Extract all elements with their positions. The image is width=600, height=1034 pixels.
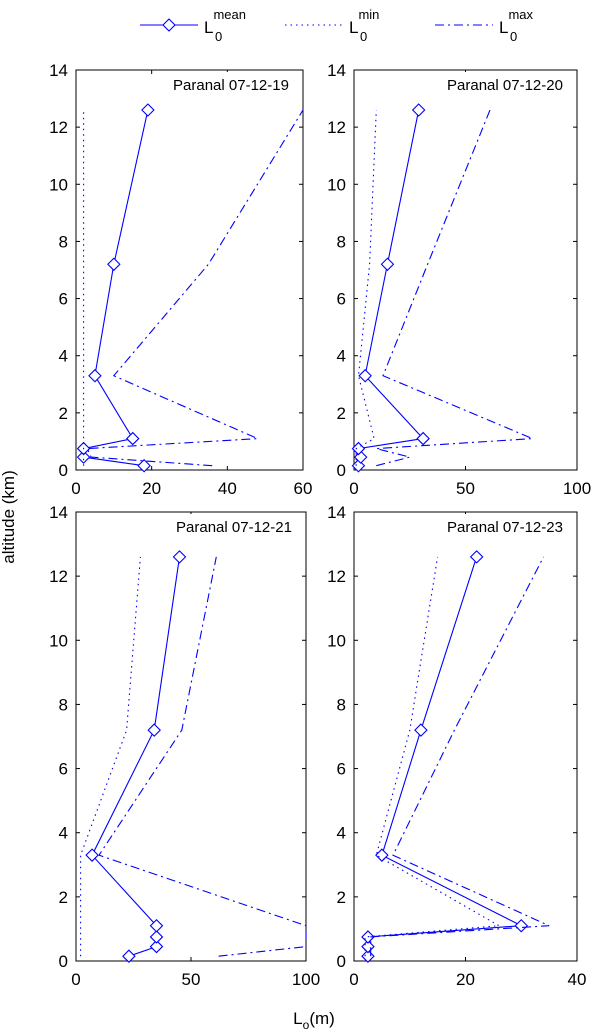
x-tick-label: 0 [71, 970, 80, 989]
y-tick-label: 0 [337, 461, 346, 480]
data-point-diamond [416, 431, 430, 446]
y-tick-label: 4 [337, 347, 346, 366]
data-point-diamond [76, 450, 91, 464]
y-tick-label: 10 [49, 175, 68, 194]
x-tick-label: 60 [294, 479, 313, 498]
plot-frame [75, 69, 304, 471]
y-tick-label: 6 [59, 760, 68, 779]
data-point-diamond [149, 918, 164, 933]
x-tick-label: 20 [142, 479, 161, 498]
panel-title: Paranal 07-12-21 [176, 519, 292, 536]
y-tick-label: 8 [59, 695, 68, 714]
x-tick-label: 20 [456, 970, 475, 989]
data-point-diamond [125, 431, 140, 446]
data-point-diamond [137, 458, 151, 473]
data-point-diamond [149, 930, 164, 944]
panel-title-bg [435, 514, 575, 538]
panel-2: 0 2 4 6 8 10 12 14 0 50 100 Paranal 07-12-20 [327, 61, 591, 498]
x-tick-label: 0 [349, 970, 358, 989]
data-point-diamond [107, 257, 121, 272]
data-point-diamond [122, 949, 136, 963]
y-tick-label: 6 [337, 290, 346, 309]
legend: Lmean 0 Lmin 0 Lmax 0 [130, 6, 534, 46]
data-point-diamond [147, 723, 161, 737]
x-tick-label: 0 [71, 479, 80, 498]
data-point-diamond [380, 257, 395, 272]
legend-diamond [162, 18, 176, 32]
y-tick-label: 0 [59, 461, 68, 480]
x-tick-label: 0 [349, 479, 358, 498]
series-line-max [86, 109, 304, 467]
panel-title: Paranal 07-12-19 [173, 77, 289, 94]
data-point-diamond [149, 939, 164, 954]
x-tick-label: 100 [292, 970, 320, 989]
data-point-diamond [411, 103, 426, 117]
series-line-max [370, 556, 550, 957]
y-tick-label: 14 [49, 61, 68, 80]
y-tick-label: 14 [327, 503, 346, 522]
plot-frame [75, 511, 307, 962]
data-point-diamond [514, 918, 529, 933]
y-tick-label: 2 [59, 888, 68, 907]
y-tick-label: 4 [59, 824, 68, 843]
plot-frame [353, 511, 578, 962]
series-line-max [376, 109, 533, 467]
x-axis-label-main: L [293, 1009, 302, 1028]
x-axis-label-sub: o [303, 1018, 310, 1032]
y-tick-label: 6 [337, 760, 346, 779]
series-line-min [364, 556, 501, 957]
y-tick-label: 12 [49, 567, 68, 586]
y-tick-label: 4 [59, 347, 68, 366]
y-axis-label: altitude (km) [0, 470, 18, 564]
y-tick-label: 8 [337, 232, 346, 251]
data-point-diamond [172, 550, 187, 564]
legend-label-max: Lmax 0 [499, 7, 534, 44]
y-tick-label: 0 [337, 952, 346, 971]
y-tick-label: 10 [327, 175, 346, 194]
data-point-diamond [414, 723, 428, 737]
panel-3: 0 2 4 6 8 10 12 14 0 50 100 Paranal 07-12-21 [49, 503, 320, 989]
data-point-diamond [358, 368, 372, 383]
panel-title-bg [161, 72, 301, 96]
y-tick-label: 14 [327, 61, 346, 80]
legend-box [130, 6, 498, 46]
panel-title-bg [435, 72, 575, 96]
x-tick-label: 50 [456, 479, 475, 498]
x-axis-label-tail: (m) [309, 1009, 334, 1028]
panel-title: Paranal 07-12-23 [447, 519, 563, 536]
panel-title-bg [164, 514, 304, 538]
y-tick-label: 10 [49, 631, 68, 650]
y-tick-label: 12 [327, 118, 346, 137]
data-point-diamond [469, 550, 484, 564]
panel-title: Paranal 07-12-20 [447, 77, 563, 94]
data-point-diamond [88, 368, 102, 383]
y-tick-label: 4 [337, 824, 346, 843]
y-tick-label: 8 [59, 232, 68, 251]
x-tick-label: 100 [563, 479, 591, 498]
panel-1: 0 2 4 6 8 10 12 14 0 20 40 60 Paranal 07-12-19 [49, 61, 312, 498]
y-tick-label: 2 [337, 888, 346, 907]
y-tick-label: 14 [49, 503, 68, 522]
y-tick-label: 6 [59, 290, 68, 309]
legend-label-mean: Lmean 0 [204, 7, 246, 44]
data-point-diamond [375, 848, 389, 862]
y-tick-label: 10 [327, 631, 346, 650]
y-tick-label: 12 [49, 118, 68, 137]
data-point-diamond [85, 848, 99, 862]
x-tick-label: 40 [218, 479, 237, 498]
x-tick-label: 50 [182, 970, 201, 989]
y-tick-label: 0 [59, 952, 68, 971]
y-tick-label: 2 [337, 404, 346, 423]
y-tick-label: 8 [337, 695, 346, 714]
panel-4: 0 2 4 6 8 10 12 14 0 20 40 Paranal 07-12-23 [327, 503, 586, 989]
y-tick-label: 12 [327, 567, 346, 586]
legend-label-min: Lmin 0 [349, 7, 379, 44]
data-point-diamond [141, 103, 155, 117]
y-tick-label: 2 [59, 404, 68, 423]
x-tick-label: 40 [568, 970, 587, 989]
x-axis-label: Lo(m) [293, 1009, 335, 1032]
series-line-max [98, 556, 307, 957]
